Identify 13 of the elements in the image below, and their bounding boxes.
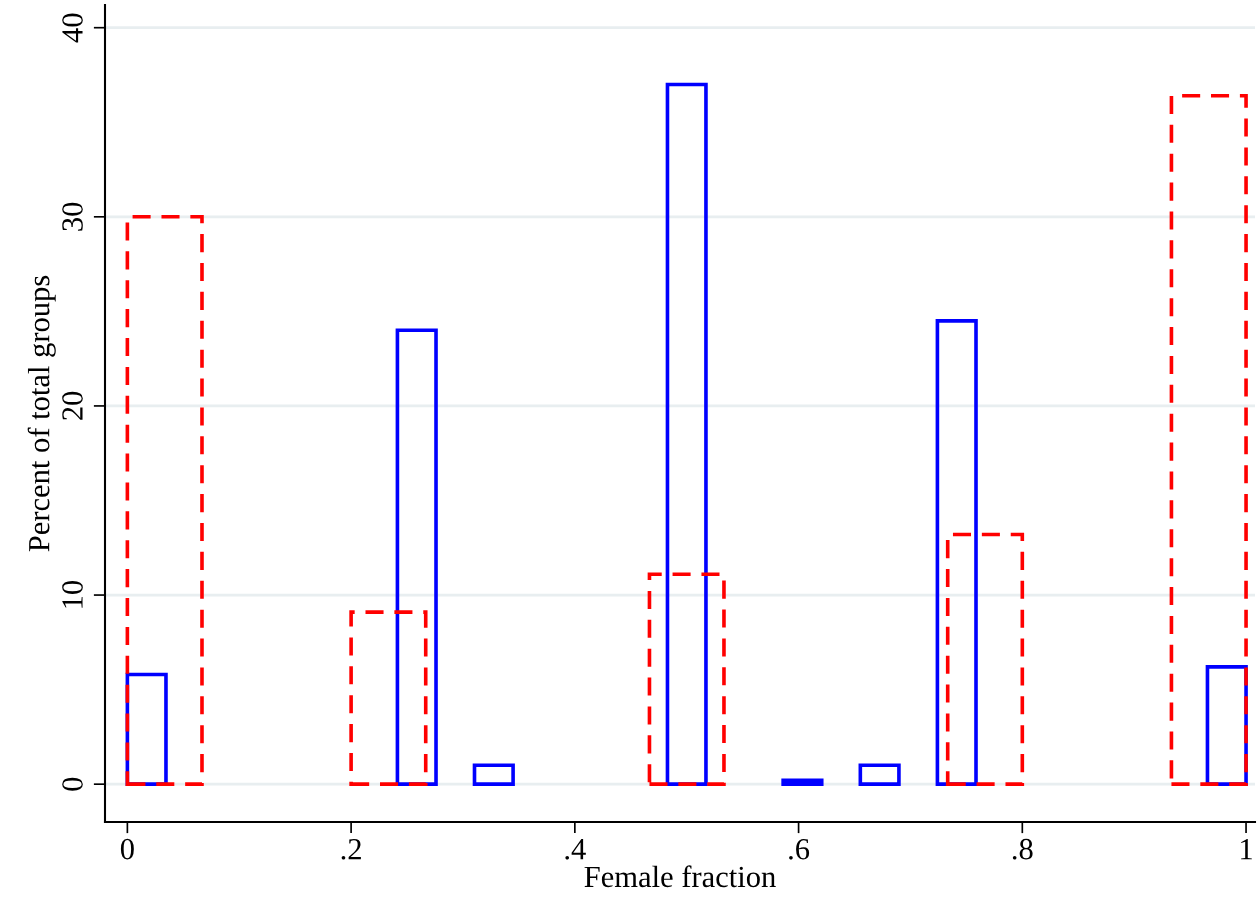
y-axis-title: Percent of total groups xyxy=(27,275,56,552)
x-tick-label: .8 xyxy=(1012,838,1033,860)
x-axis-title: Female fraction xyxy=(584,865,776,888)
x-tick-label: .4 xyxy=(565,839,586,860)
y-tick-label: 30 xyxy=(62,202,83,231)
x-tick-label: 1 xyxy=(1241,839,1252,860)
x-tick-label: .6 xyxy=(789,838,810,860)
y-tick-label: 20 xyxy=(62,391,83,420)
y-tick-label: 10 xyxy=(62,580,83,608)
y-tick-label: 40 xyxy=(62,13,83,43)
x-tick-label: 0 xyxy=(120,838,134,860)
x-tick-label: .2 xyxy=(341,838,361,860)
y-tick-label: 0 xyxy=(62,777,83,791)
